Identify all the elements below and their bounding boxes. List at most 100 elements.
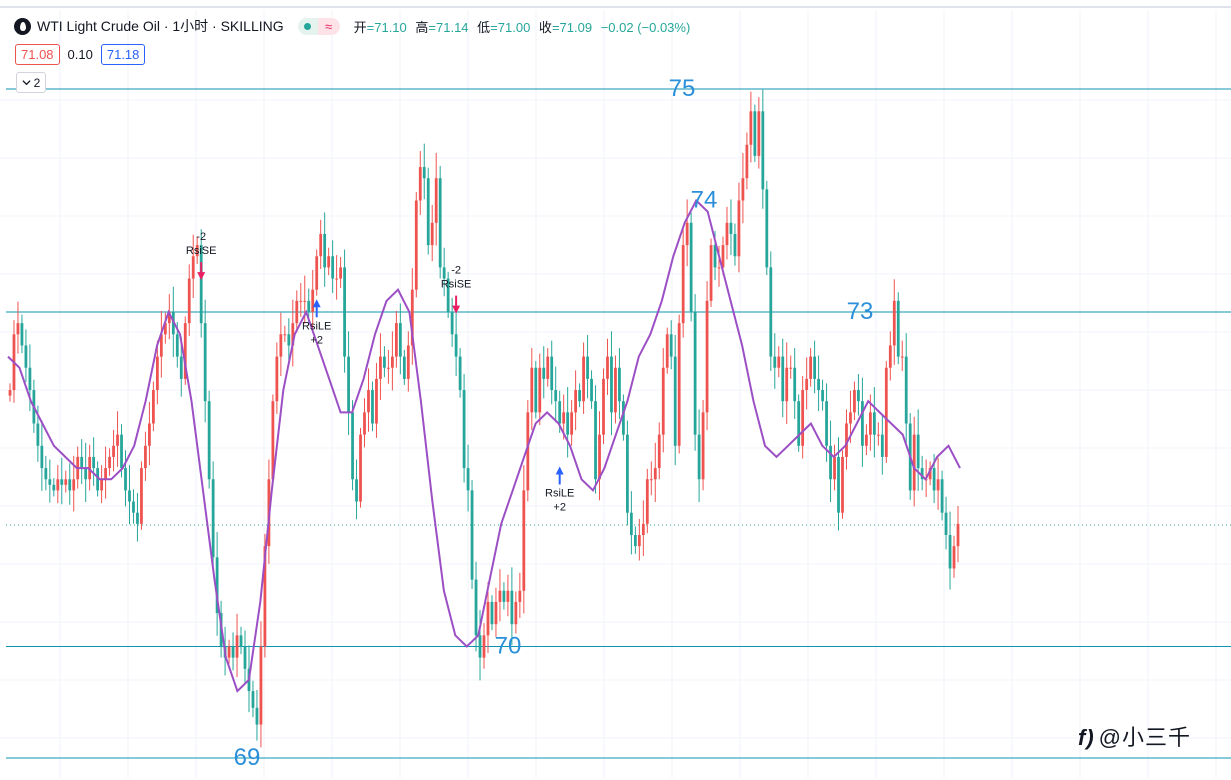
candle-body	[721, 245, 725, 268]
candle-body	[434, 178, 438, 223]
buy-price-button[interactable]: 71.18	[100, 44, 146, 65]
candle-body	[685, 222, 689, 246]
candle-body	[375, 378, 378, 424]
candle-body	[327, 256, 331, 268]
candle-body	[944, 512, 948, 535]
buy-arrow-icon	[555, 466, 564, 485]
candle-body	[251, 691, 255, 708]
candle-body	[426, 178, 430, 246]
ohlc-change: −0.02 (−0.03%)	[600, 19, 691, 35]
candle-body	[514, 601, 518, 625]
candle-body	[566, 412, 570, 435]
candle-body	[809, 356, 813, 379]
candle-body	[84, 468, 88, 480]
candle-body	[52, 484, 56, 491]
spread-value: 0.10	[67, 47, 93, 62]
candle-body	[590, 378, 593, 402]
candle-body	[478, 635, 482, 658]
ohlc-high-value: =71.14	[428, 19, 469, 35]
candle-body	[263, 546, 267, 647]
candle-body	[383, 356, 386, 368]
candle-body	[777, 356, 781, 368]
candle-body	[622, 401, 625, 435]
candle-body	[343, 267, 346, 357]
ohlc-high-key: 高	[415, 19, 429, 35]
candle-body	[753, 111, 757, 156]
ohlc-low-value: =71.00	[490, 19, 531, 35]
candle-body	[506, 590, 510, 602]
candle-body	[80, 456, 84, 469]
candle-body	[191, 256, 195, 279]
indicator-count: 2	[33, 75, 41, 90]
candle-body	[379, 356, 382, 379]
candle-body	[371, 390, 374, 424]
candle-body	[48, 479, 52, 485]
candle-body	[805, 378, 809, 391]
signal-label: RsiLE	[302, 320, 331, 332]
candle-body	[490, 601, 494, 625]
candle-body	[40, 445, 44, 469]
candle-body	[295, 300, 299, 324]
candle-body	[335, 278, 339, 280]
candle-body	[952, 546, 956, 569]
candle-body	[669, 334, 673, 357]
candle-body	[136, 512, 139, 524]
candle-body	[896, 300, 900, 357]
candle-body	[187, 278, 191, 324]
candle-body	[510, 590, 514, 625]
candle-body	[785, 367, 789, 402]
candle-body	[797, 401, 801, 446]
candle-body	[394, 323, 398, 357]
watermark-logo: f)	[1078, 725, 1095, 750]
candle-body	[402, 356, 406, 379]
quote-row: 71.08 0.10 71.18	[15, 44, 146, 65]
candle-body	[502, 590, 506, 602]
candle-body	[363, 412, 366, 435]
candle-body	[486, 601, 490, 636]
candle-body	[837, 456, 840, 513]
candle-body	[713, 245, 717, 268]
candle-body	[757, 111, 761, 156]
candle-body	[430, 222, 434, 246]
candle-body	[546, 356, 550, 379]
candle-body	[311, 289, 315, 312]
candle-body	[570, 412, 574, 435]
candle-body	[140, 468, 143, 524]
market-status[interactable]: ≈	[297, 17, 340, 35]
candle-body	[653, 468, 657, 480]
candle-body	[789, 367, 793, 369]
candle-body	[387, 367, 390, 369]
candle-body	[235, 635, 239, 658]
collapse-indicators-button[interactable]: 2	[16, 72, 46, 93]
candle-body	[359, 434, 362, 502]
candle-body	[275, 356, 279, 402]
candle-body	[167, 312, 171, 324]
candle-body	[849, 412, 852, 424]
candle-body	[239, 635, 243, 647]
candle-body	[594, 401, 597, 480]
candle-body	[749, 111, 753, 145]
candle-body	[737, 200, 741, 257]
candle-body	[331, 256, 335, 279]
candle-body	[418, 167, 422, 201]
candle-body	[199, 245, 203, 324]
level-label-75: 75	[669, 75, 696, 102]
candle-body	[454, 334, 458, 357]
signal-label: RsiSE	[186, 245, 217, 257]
candle-body	[741, 178, 745, 201]
symbol-title[interactable]: WTI Light Crude Oil · 1小时 · SKILLING	[37, 18, 284, 34]
candle-body	[892, 300, 896, 346]
candle-body	[179, 356, 183, 379]
candle-body	[876, 434, 880, 436]
candle-body	[868, 412, 872, 435]
candle-body	[697, 434, 701, 480]
candle-body	[183, 323, 187, 379]
candle-body	[582, 356, 585, 402]
candle-body	[422, 167, 426, 179]
candle-body	[773, 356, 777, 368]
candle-body	[315, 256, 319, 290]
sell-price-button[interactable]: 71.08	[15, 44, 60, 65]
candle-body	[108, 456, 111, 469]
candle-body	[729, 222, 733, 234]
